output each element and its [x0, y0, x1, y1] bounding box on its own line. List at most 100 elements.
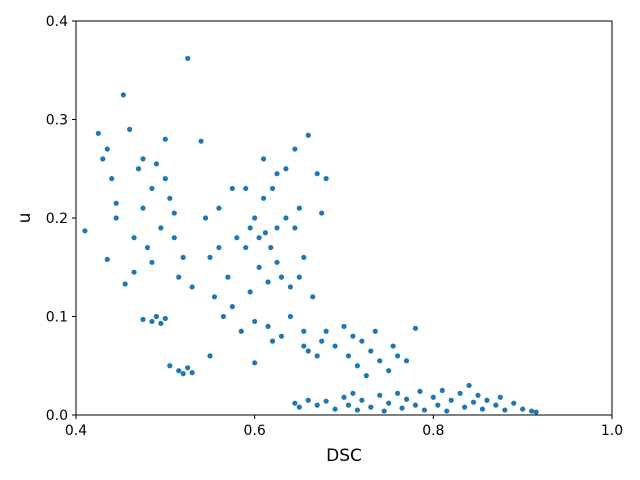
point — [202, 215, 209, 221]
point — [466, 382, 472, 389]
point — [140, 156, 146, 162]
point — [448, 397, 454, 403]
point — [301, 343, 307, 349]
point — [354, 407, 360, 413]
point — [470, 399, 477, 405]
point — [185, 55, 191, 62]
point — [381, 408, 387, 414]
point — [314, 171, 320, 177]
point — [167, 363, 173, 369]
point — [189, 370, 195, 376]
point — [296, 274, 302, 280]
point — [176, 274, 182, 280]
point — [256, 235, 262, 241]
point — [421, 407, 427, 413]
point — [180, 254, 186, 260]
point — [162, 136, 168, 142]
point — [399, 405, 405, 411]
point — [269, 185, 276, 192]
point — [171, 210, 177, 216]
point — [377, 358, 383, 364]
point — [153, 161, 159, 167]
point — [229, 304, 235, 310]
point — [162, 315, 168, 322]
point — [198, 138, 204, 144]
point — [140, 205, 146, 211]
point — [305, 132, 311, 138]
x-axis-label: DSC — [326, 446, 362, 466]
point — [319, 210, 325, 216]
point — [292, 225, 298, 231]
point — [207, 353, 213, 359]
point — [278, 274, 285, 280]
point — [171, 235, 177, 241]
point — [104, 146, 110, 152]
point — [341, 323, 347, 329]
point — [359, 397, 365, 403]
point — [149, 259, 155, 265]
point — [430, 394, 436, 400]
point — [278, 333, 285, 339]
point — [493, 402, 499, 408]
point — [120, 92, 126, 98]
point — [211, 294, 218, 300]
point — [274, 259, 280, 265]
point — [220, 313, 226, 320]
point — [261, 195, 267, 201]
point — [127, 126, 133, 132]
point — [323, 328, 329, 334]
point — [368, 404, 374, 410]
point — [310, 294, 316, 300]
point — [457, 390, 463, 396]
point — [475, 392, 481, 398]
point — [252, 360, 258, 366]
point — [417, 388, 423, 394]
point — [252, 215, 258, 221]
point — [511, 400, 517, 406]
point — [261, 156, 267, 162]
point — [269, 338, 276, 344]
point — [274, 225, 280, 231]
point — [274, 171, 280, 177]
point — [180, 371, 186, 377]
point — [359, 338, 365, 344]
point — [292, 400, 298, 406]
point — [403, 396, 410, 402]
point — [395, 353, 401, 359]
point — [305, 397, 311, 403]
point — [444, 408, 450, 414]
point — [122, 281, 128, 287]
x-tick-label: 0.8 — [422, 423, 444, 439]
point — [234, 235, 240, 241]
y-tick-label: 0.0 — [46, 408, 68, 424]
point — [247, 289, 253, 295]
point — [287, 313, 293, 320]
point — [314, 353, 320, 359]
point — [323, 176, 329, 182]
point — [144, 244, 151, 251]
point — [283, 166, 289, 172]
point — [167, 195, 173, 201]
point — [247, 225, 253, 231]
point — [238, 328, 244, 334]
x-tick-label: 0.4 — [65, 423, 87, 439]
point — [529, 408, 535, 414]
point — [296, 404, 302, 410]
point — [243, 185, 249, 192]
point — [225, 274, 231, 280]
point — [252, 318, 258, 325]
point — [390, 343, 396, 349]
point — [100, 156, 106, 162]
point — [243, 244, 249, 251]
point — [268, 244, 274, 251]
y-axis-label: u — [15, 213, 35, 224]
point — [354, 363, 360, 369]
y-tick-label: 0.3 — [46, 113, 68, 129]
point — [265, 323, 271, 329]
point — [95, 130, 101, 136]
point — [153, 313, 159, 320]
point — [216, 205, 222, 211]
point — [332, 406, 338, 412]
x-tick-label: 1.0 — [601, 423, 623, 439]
point — [377, 392, 383, 398]
